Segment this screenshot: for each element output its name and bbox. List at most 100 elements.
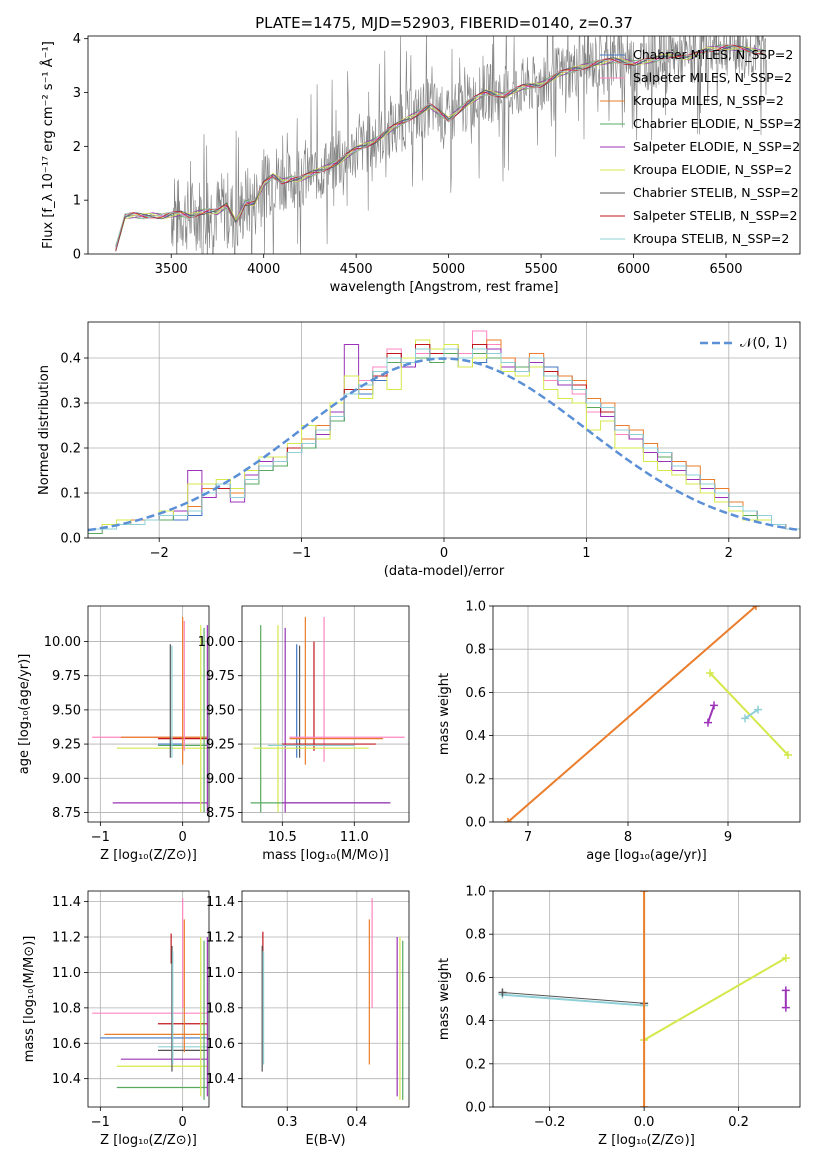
axes-frame: [87, 35, 801, 255]
y-tick-label: 11.0: [52, 966, 81, 981]
y-tick-label: 9.50: [206, 703, 235, 718]
x-tick-label: 0: [440, 546, 448, 561]
x-tick-label: 2: [725, 546, 733, 561]
data-point-marker: [781, 1003, 790, 1012]
legend: 𝒩(0, 1): [700, 336, 787, 351]
plot-area: [504, 606, 792, 822]
y-tick-label: 9.25: [52, 738, 81, 753]
weight-line: [707, 705, 715, 723]
x-axis-label: mass [log₁₀(M/M⊙)]: [262, 848, 389, 863]
y-tick-label: 1.0: [465, 600, 486, 615]
y-tick-label: 0.0: [60, 532, 81, 547]
y-tick-label: 1.0: [465, 885, 486, 900]
x-tick-label: 7: [524, 830, 532, 845]
y-tick-label: 10.6: [206, 1037, 235, 1052]
legend-label: Kroupa MILES, N_SSP=2: [633, 93, 784, 108]
panel-4: 7 8 9 0.0 0.2 0.4 0.6 0.8 1.0 age [log₁₀(age/yr)]…: [437, 600, 801, 863]
x-tick-label: 5000: [432, 262, 465, 277]
data-point-marker: [706, 668, 714, 677]
plot-area: [115, 36, 767, 254]
model-line: [115, 45, 764, 252]
axes-frame: [87, 605, 210, 823]
data-point-marker: [781, 953, 790, 962]
y-tick-label: 11.4: [52, 895, 81, 910]
legend-label: Chabrier ELODIE, N_SSP=2: [633, 116, 802, 131]
y-tick-label: 4: [73, 32, 81, 47]
x-axis-label: age [log₁₀(age/yr)]: [586, 848, 707, 863]
legend-label: 𝒩(0, 1): [740, 336, 787, 351]
x-tick-label: 0.3: [277, 1115, 298, 1130]
panel-5: −1 0 10.4 10.6 10.8 11.0 11.2 11.4 Z [log₁₀(Z/Z⊙…: [22, 890, 210, 1148]
x-tick-label: 0.4: [346, 1115, 367, 1130]
weight-line: [502, 993, 645, 1007]
y-tick-label: 3: [73, 86, 81, 101]
y-tick-label: 8.75: [206, 806, 235, 821]
panel-1: −2 −1 0 1 2 0.0 0.1 0.2 0.3 0.4 (data-model)/error…: [37, 321, 801, 579]
data-point-marker: [640, 891, 649, 895]
plot-area: [88, 330, 800, 538]
data-point-marker: [640, 1103, 649, 1107]
weight-line: [643, 957, 787, 1041]
x-tick-label: 0.0: [634, 1115, 655, 1130]
data-point-marker: [741, 714, 749, 723]
x-tick-label: 11.0: [340, 830, 369, 845]
x-tick-label: 9: [724, 830, 732, 845]
legend-label: Chabrier STELIB, N_SSP=2: [633, 185, 799, 200]
y-tick-label: 1: [73, 194, 81, 209]
x-axis-label: Z [log₁₀(Z/Z⊙)]: [598, 1133, 695, 1148]
y-axis-label: mass weight: [437, 673, 452, 755]
legend: Chabrier MILES, N_SSP=2 Salpeter MILES, N…: [600, 47, 802, 246]
legend-label: Chabrier MILES, N_SSP=2: [633, 47, 793, 62]
x-tick-label: 0.2: [728, 1115, 749, 1130]
data-point-marker: [754, 705, 762, 714]
panel-2: −1 0 8.75 9.00 9.25 9.50 9.75 10.00 Z [log₁₀(Z/Z…: [17, 605, 210, 863]
data-point-marker: [752, 606, 760, 610]
model-line: [115, 43, 764, 249]
axes-frame: [87, 890, 210, 1108]
weight-line: [744, 708, 759, 720]
x-axis-label: Z [log₁₀(Z/Z⊙)]: [100, 848, 197, 863]
y-tick-label: 9.75: [52, 669, 81, 684]
x-tick-label: 0: [179, 830, 187, 845]
axes-frame: [241, 890, 410, 1108]
data-point-marker: [781, 986, 790, 995]
x-tick-label: 3500: [155, 262, 188, 277]
y-axis-label: Normed distribution: [37, 365, 52, 495]
x-tick-label: 4500: [340, 262, 373, 277]
y-axis-label: age [log₁₀(age/yr)]: [17, 654, 32, 775]
y-tick-label: 0: [73, 248, 81, 263]
y-tick-label: 0.0: [465, 1101, 486, 1116]
legend-label: Salpeter MILES, N_SSP=2: [633, 70, 792, 85]
y-tick-label: 0.6: [465, 686, 486, 701]
y-tick-label: 0.8: [465, 928, 486, 943]
y-tick-label: 11.2: [52, 931, 81, 946]
panel-7: −0.2 0.0 0.2 0.0 0.2 0.4 0.6 0.8 1.0 Z [log₁₀(Z/Z…: [437, 885, 801, 1148]
figure-title: PLATE=1475, MJD=52903, FIBERID=0140, z=0…: [255, 14, 633, 32]
y-tick-label: 0.4: [60, 352, 81, 367]
data-point-marker: [784, 751, 792, 760]
x-tick-label: 5500: [525, 262, 558, 277]
x-tick-label: 0: [179, 1115, 187, 1130]
y-tick-label: 10.8: [206, 1001, 235, 1016]
legend-label: Salpeter STELIB, N_SSP=2: [633, 208, 797, 223]
x-axis-label: wavelength [Angstrom, rest frame]: [330, 280, 559, 295]
y-tick-label: 11.0: [206, 966, 235, 981]
axes-frame: [492, 605, 801, 823]
panel-6: 0.3 0.4 10.4 10.6 10.8 11.0 11.2 11.4 E(B-V): [206, 890, 410, 1148]
y-tick-label: 10.6: [52, 1037, 81, 1052]
x-tick-label: −1: [91, 830, 110, 845]
y-tick-label: 9.00: [206, 772, 235, 787]
plot-area: [250, 616, 405, 813]
y-tick-label: 9.00: [52, 772, 81, 787]
axes-frame: [492, 890, 801, 1108]
x-tick-label: −2: [150, 546, 169, 561]
x-axis-label: E(B-V): [305, 1133, 345, 1148]
weight-line: [502, 992, 645, 1004]
x-tick-label: 6000: [617, 262, 650, 277]
y-tick-label: 0.8: [465, 643, 486, 658]
y-tick-label: 0.2: [465, 1057, 486, 1072]
y-tick-label: 8.75: [52, 806, 81, 821]
y-tick-label: 10.8: [52, 1001, 81, 1016]
y-tick-label: 10.4: [52, 1072, 81, 1087]
x-tick-label: −1: [292, 546, 311, 561]
